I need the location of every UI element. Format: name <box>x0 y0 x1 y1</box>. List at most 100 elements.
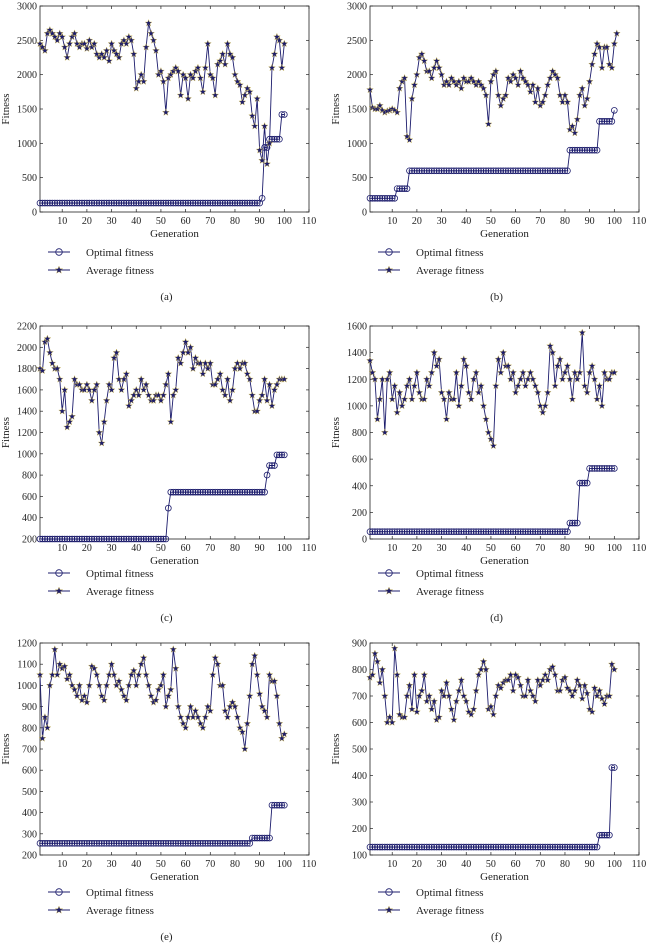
optimal-fitness-point <box>596 118 603 125</box>
optimal-fitness-point <box>63 840 71 847</box>
optimal-fitness-point <box>73 840 81 847</box>
legend-star-marker <box>54 905 64 914</box>
average-fitness-point <box>390 381 399 390</box>
optimal-fitness-point <box>536 843 544 851</box>
optimal-fitness-point <box>231 488 239 496</box>
average-fitness-line <box>369 332 615 446</box>
average-fitness-point <box>496 683 505 692</box>
optimal-fitness-point <box>244 840 251 847</box>
optimal-fitness-point <box>458 528 465 535</box>
optimal-fitness-point <box>546 167 554 175</box>
optimal-fitness-point <box>509 843 517 851</box>
optimal-fitness-point <box>381 843 389 851</box>
average-fitness-point <box>263 159 271 168</box>
optimal-fitness-point <box>160 840 167 847</box>
optimal-fitness-point <box>554 167 561 175</box>
optimal-fitness-point <box>98 535 105 543</box>
average-fitness-point <box>149 36 158 44</box>
x-tick-label: 10 <box>387 543 397 554</box>
optimal-fitness-point <box>172 840 180 847</box>
optimal-fitness-point <box>593 146 601 154</box>
optimal-fitness-markers <box>36 111 288 207</box>
optimal-fitness-point <box>492 843 500 851</box>
optimal-fitness-point <box>490 528 497 535</box>
average-fitness-point <box>90 39 99 48</box>
average-fitness-point <box>494 91 503 99</box>
optimal-fitness-point <box>475 843 482 851</box>
average-fitness-point <box>129 666 138 674</box>
average-fitness-point <box>211 91 220 99</box>
y-tick-label: 1800 <box>17 364 37 375</box>
y-tick-label: 500 <box>22 173 37 184</box>
chart-panel-3: 10 20 30 40 50 60 70 80 90 100 110 200 400 600 800 1000… <box>0 322 316 625</box>
optimal-fitness-point <box>443 843 450 851</box>
average-fitness-point <box>526 368 535 376</box>
average-fitness-point <box>405 135 414 144</box>
average-fitness-point <box>551 381 560 390</box>
average-fitness-point <box>157 67 165 75</box>
average-fitness-point <box>164 691 173 700</box>
average-fitness-point <box>129 49 138 58</box>
optimal-fitness-point <box>246 199 254 207</box>
optimal-fitness-point <box>386 194 394 202</box>
average-fitness-point <box>393 108 402 116</box>
average-fitness-point <box>531 697 540 705</box>
average-fitness-point <box>403 691 411 700</box>
average-fitness-point <box>176 713 185 721</box>
optimal-fitness-point <box>78 199 86 207</box>
optimal-fitness-point <box>276 135 283 143</box>
optimal-fitness-point <box>276 801 283 809</box>
optimal-fitness-point <box>475 167 482 175</box>
average-fitness-point <box>373 415 382 423</box>
optimal-fitness-point <box>569 146 576 154</box>
average-fitness-point <box>45 348 54 356</box>
optimal-fitness-point <box>502 167 510 175</box>
optimal-fitness-point <box>581 146 589 154</box>
optimal-fitness-point <box>157 199 165 207</box>
average-fitness-point <box>198 87 207 96</box>
optimal-fitness-point <box>239 488 246 496</box>
legend-star-marker <box>54 586 64 595</box>
average-fitness-point <box>213 375 222 383</box>
x-tick-label: 10 <box>57 859 67 870</box>
optimal-fitness-point <box>420 528 428 535</box>
y-tick-label: 3000 <box>347 2 367 13</box>
average-fitness-point <box>228 385 237 394</box>
x-tick-label: 100 <box>607 216 622 227</box>
optimal-fitness-point <box>103 840 110 847</box>
average-fitness-point <box>43 334 52 343</box>
average-fitness-point <box>393 408 402 416</box>
average-fitness-point <box>124 681 133 689</box>
average-fitness-point <box>238 727 247 736</box>
average-fitness-point <box>533 84 542 92</box>
average-fitness-point <box>373 104 382 113</box>
optimal-fitness-point <box>90 535 98 543</box>
optimal-fitness-point <box>226 488 234 496</box>
optimal-fitness-point <box>63 199 71 207</box>
panel-caption: (b) <box>490 291 503 303</box>
average-fitness-point <box>179 70 188 78</box>
average-fitness-point <box>427 705 436 713</box>
average-fitness-point <box>203 39 212 48</box>
average-fitness-point <box>588 707 597 716</box>
average-fitness-point <box>590 49 599 58</box>
optimal-fitness-point <box>76 199 83 207</box>
average-fitness-point <box>430 348 439 356</box>
optimal-fitness-line <box>370 767 615 848</box>
average-fitness-point <box>211 653 220 662</box>
average-fitness-point <box>223 375 232 383</box>
average-fitness-point <box>447 73 456 82</box>
average-fitness-point <box>543 675 552 684</box>
optimal-fitness-point <box>519 843 527 851</box>
y-tick-label: 100 <box>352 851 367 862</box>
average-fitness-point <box>181 723 190 732</box>
y-tick-label: 200 <box>352 824 367 835</box>
y-axis-label: Fitness <box>0 93 12 124</box>
optimal-fitness-point <box>73 535 81 543</box>
x-tick-label: 30 <box>107 216 117 227</box>
average-fitness-point <box>228 53 237 61</box>
y-tick-label: 600 <box>352 718 367 729</box>
average-fitness-point <box>171 385 180 394</box>
average-fitness-point <box>474 388 483 396</box>
average-fitness-point <box>38 366 47 375</box>
